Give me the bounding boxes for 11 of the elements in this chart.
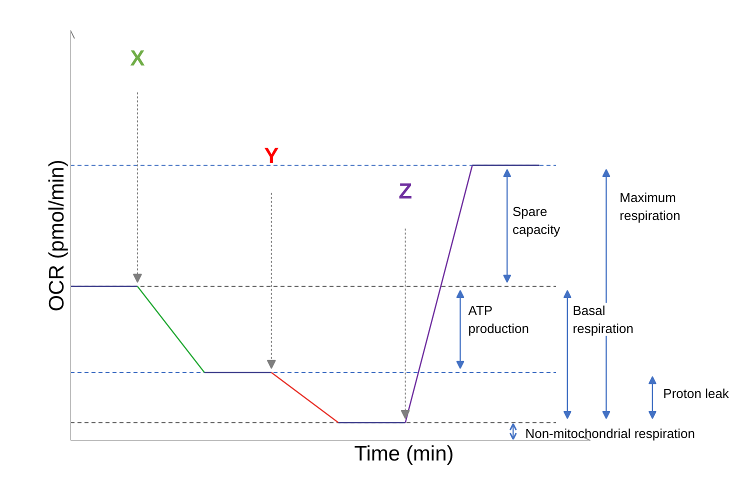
- annotation: Spare capacity: [512, 204, 561, 237]
- x-axis-title: Time (min): [354, 442, 454, 466]
- text: Proton leak: [663, 386, 730, 402]
- annotation: ATP production: [468, 302, 530, 336]
- annotation: Y: [264, 143, 280, 168]
- y-axis-title: OCR (pmol/min): [46, 160, 68, 312]
- text: Maximum respiration: [620, 190, 680, 224]
- text: Basal respiration: [572, 302, 634, 336]
- text: X: [130, 45, 146, 70]
- annotation: Z: [398, 178, 412, 204]
- annotation: Non-mitochondrial respiration: [525, 426, 696, 442]
